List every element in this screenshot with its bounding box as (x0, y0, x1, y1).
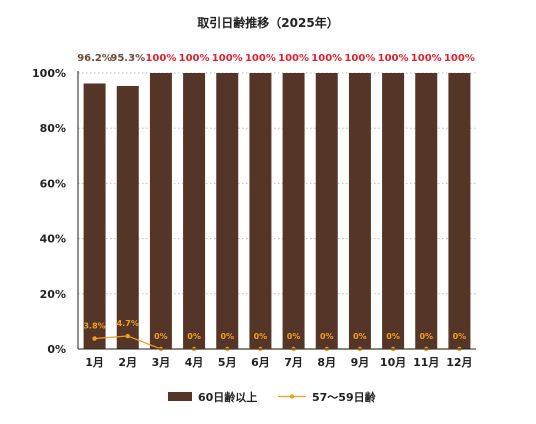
bar (315, 73, 338, 349)
y-axis: 0% 20% 40% 60% 80% 100% (32, 67, 79, 356)
x-tick-label: 3月 (152, 356, 171, 369)
bar-value-label: 100% (378, 53, 409, 64)
bar-value-label: 100% (245, 53, 276, 64)
bar-value-label: 100% (145, 53, 176, 64)
x-tick-label: 5月 (218, 356, 237, 369)
bar-value-label: 96.2% (77, 53, 112, 64)
y-tick-label: 40% (40, 233, 66, 246)
bar-value-label: 100% (311, 53, 342, 64)
legend: 60日齢以上 57〜59日齢 (168, 390, 377, 404)
legend-label-line: 57〜59日齢 (312, 390, 377, 404)
bar-value-labels: 96.2%95.3% 100% 100% 100% 100% 100% 100% 100% 10… (77, 53, 475, 64)
bar (116, 85, 139, 350)
legend-swatch-bar (168, 392, 192, 401)
line-series: 3.8% 4.7% 0% 0% 0% 0% 0% 0% 0% 0% 0% 0% (83, 319, 467, 352)
x-axis: 1月 2月 3月 4月 5月 6月 7月 8月 9月 10月 11月 12月 (78, 348, 476, 369)
y-tick-label: 20% (40, 288, 66, 301)
bar (183, 73, 206, 349)
bar-value-label: 100% (179, 53, 210, 64)
legend-swatch-marker (289, 394, 295, 399)
line-value-label: 0% (220, 332, 234, 341)
line-point (92, 336, 97, 341)
bar (249, 73, 272, 349)
line-value-label: 3.8% (83, 322, 105, 331)
bar (282, 73, 305, 349)
bar-value-label: 95.3% (110, 53, 145, 64)
y-tick-label: 80% (40, 122, 66, 135)
line-value-label: 0% (154, 332, 168, 341)
bar (83, 83, 106, 349)
bar (348, 73, 371, 349)
x-tick-label: 1月 (85, 356, 104, 369)
bar-value-label: 100% (344, 53, 375, 64)
x-tick-label: 6月 (251, 356, 270, 369)
bar (415, 73, 438, 349)
y-tick-label: 100% (32, 67, 66, 80)
bar-value-label: 100% (411, 53, 442, 64)
chart-title: 取引日齢推移（2025年） (197, 15, 338, 30)
bar-value-label: 100% (444, 53, 475, 64)
x-tick-label: 9月 (351, 356, 370, 369)
line-value-label: 4.7% (117, 319, 139, 328)
x-tick-label: 11月 (413, 356, 439, 369)
bar-value-label: 100% (212, 53, 243, 64)
x-tick-label: 10月 (380, 356, 406, 369)
bar (448, 73, 471, 349)
line-point (125, 333, 130, 339)
series-line (94, 335, 460, 350)
x-tick-label: 8月 (317, 356, 336, 369)
line-value-label: 0% (419, 332, 433, 341)
bar (382, 73, 405, 349)
line-value-label: 0% (353, 332, 367, 341)
x-tick-label: 4月 (185, 356, 204, 369)
bar (216, 73, 239, 349)
y-tick-label: 0% (47, 343, 66, 356)
line-value-label: 0% (453, 332, 467, 341)
bar-series (83, 73, 471, 350)
line-value-label: 0% (187, 332, 201, 341)
bar-value-label: 100% (278, 53, 309, 64)
line-value-label: 0% (287, 332, 301, 341)
x-tick-label: 2月 (118, 356, 137, 369)
bar (149, 73, 172, 349)
line-value-label: 0% (320, 332, 334, 341)
line-value-label: 0% (386, 332, 400, 341)
y-tick-label: 60% (40, 177, 66, 190)
legend-label-bar: 60日齢以上 (198, 390, 257, 404)
line-value-label: 0% (254, 332, 268, 341)
x-tick-label: 7月 (284, 356, 303, 369)
x-tick-label: 12月 (446, 356, 472, 369)
